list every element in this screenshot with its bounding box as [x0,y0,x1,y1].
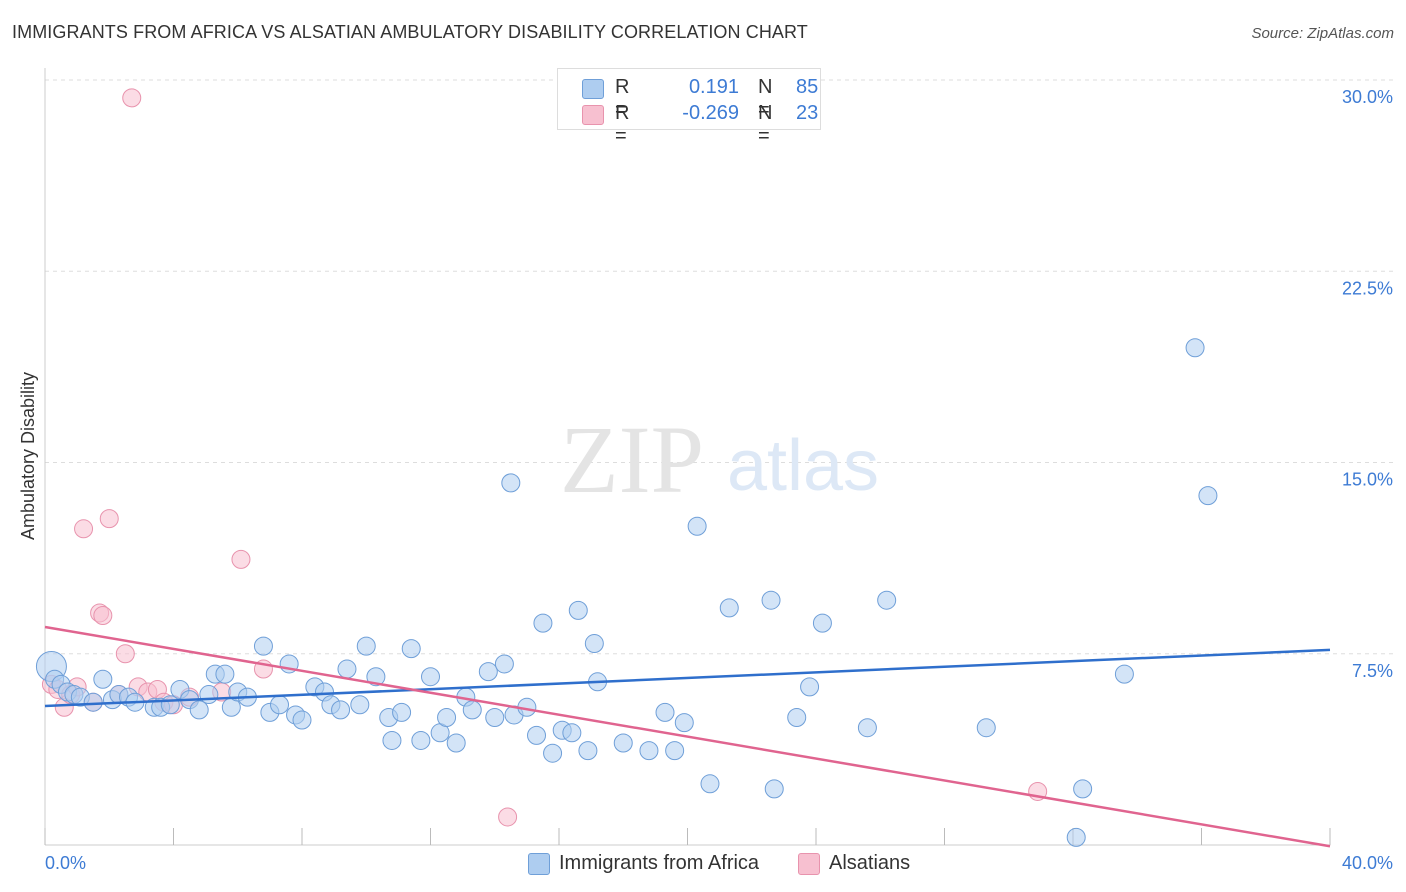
x-tick-label-max: 40.0% [1342,853,1393,873]
alsatians-point [74,519,94,539]
immigrants-point [674,713,694,733]
legend-n-value: 85 [796,76,819,98]
immigrants-point [83,692,103,712]
grid-lines [45,79,1395,655]
alsatians-point [115,644,135,664]
legend-swatch-pink [582,105,604,125]
immigrants-point [437,708,457,727]
immigrants-point [700,774,720,794]
immigrants-point [411,730,431,750]
immigrants-point [1185,338,1205,358]
immigrants-point [562,723,582,743]
immigrants-point [189,700,209,720]
immigrants-point [215,664,235,684]
immigrants-point [543,743,563,763]
legend-n-label: N = [758,102,773,147]
immigrants-point [812,613,832,633]
immigrants-point [655,702,675,722]
watermark-atlas: atlas [727,426,879,506]
immigrants-point [800,677,820,697]
immigrants-point [382,730,402,750]
source-label: Source: ZipAtlas.com [1251,25,1394,42]
immigrants-point [485,708,505,727]
legend-n-value: 23 [796,102,819,124]
immigrants-point [160,695,180,715]
watermark: ZIP atlas [560,406,879,513]
immigrants-point [392,702,412,722]
immigrants-point [787,708,807,727]
immigrants-point [687,516,707,536]
immigrants-point [366,667,386,687]
immigrants-point [356,636,376,656]
immigrants-point [568,600,588,620]
y-axis-label: Ambulatory Disability [18,372,38,540]
immigrants-point [1066,827,1086,847]
immigrants-point [93,669,113,689]
immigrants-point [527,725,547,745]
legend-r-label: R = [615,76,630,121]
legend-swatch-pink [798,853,820,875]
immigrants-point [199,685,219,705]
immigrants-point [639,741,659,761]
x-tick-label-min: 0.0% [45,853,86,873]
alsatians-point [99,509,119,529]
immigrants-point [292,710,312,730]
legend-r-value: -0.269 [682,102,739,124]
immigrants-point [462,700,482,720]
y-axis-tick-labels: 7.5% 15.0% 22.5% 30.0% [1342,87,1393,681]
y-tick-label: 15.0% [1342,470,1393,490]
immigrants-point [877,590,897,610]
immigrants-point [253,636,273,656]
chart-title: IMMIGRANTS FROM AFRICA VS ALSATIAN AMBUL… [12,22,808,42]
immigrants-trend-line [44,648,1331,708]
immigrants-point [421,667,440,687]
immigrants-point [337,659,357,679]
watermark-zip: ZIP [560,406,704,513]
alsatians-point [122,88,142,108]
immigrants-point [494,654,514,674]
correlation-legend: R = 0.191 N = 85 R = -0.269 N = 23 [557,68,821,147]
legend-r-label: R = [615,102,630,147]
immigrants-point [578,741,598,761]
immigrants-point [1114,664,1134,684]
immigrants-point [764,779,784,799]
immigrants-point [533,613,553,633]
immigrants-point [719,598,739,618]
immigrants-point [976,718,996,738]
immigrants-point [350,695,370,715]
immigrants-point [1073,779,1093,799]
immigrants-point [446,733,466,753]
immigrants-point [501,473,521,493]
immigrants-point [584,634,604,654]
legend-label-immigrants: Immigrants from Africa [559,852,760,874]
y-tick-label: 7.5% [1352,661,1393,681]
immigrants-point [665,741,685,761]
alsatians-point [231,549,251,569]
alsatians-point [93,606,113,625]
legend-swatch-blue [528,853,550,875]
immigrants-point [857,718,877,738]
immigrants-point [613,733,633,753]
trend-lines [44,625,1331,848]
legend-n-label: N = [758,76,773,121]
immigrants-point [331,700,351,720]
immigrants-point [761,590,781,610]
alsatians-trend-line [44,625,1331,848]
immigrants-point [478,662,498,682]
x-axis-ticks [44,828,1331,845]
immigrants-point [401,639,421,659]
immigrants-point [1198,486,1218,506]
immigrants-point [270,695,290,715]
legend-swatch-blue [582,79,604,99]
y-tick-label: 30.0% [1342,87,1393,107]
alsatians-point [498,807,518,827]
y-tick-label: 22.5% [1342,278,1393,298]
legend-r-value: 0.191 [688,76,739,98]
legend-label-alsatians: Alsatians [829,852,911,874]
